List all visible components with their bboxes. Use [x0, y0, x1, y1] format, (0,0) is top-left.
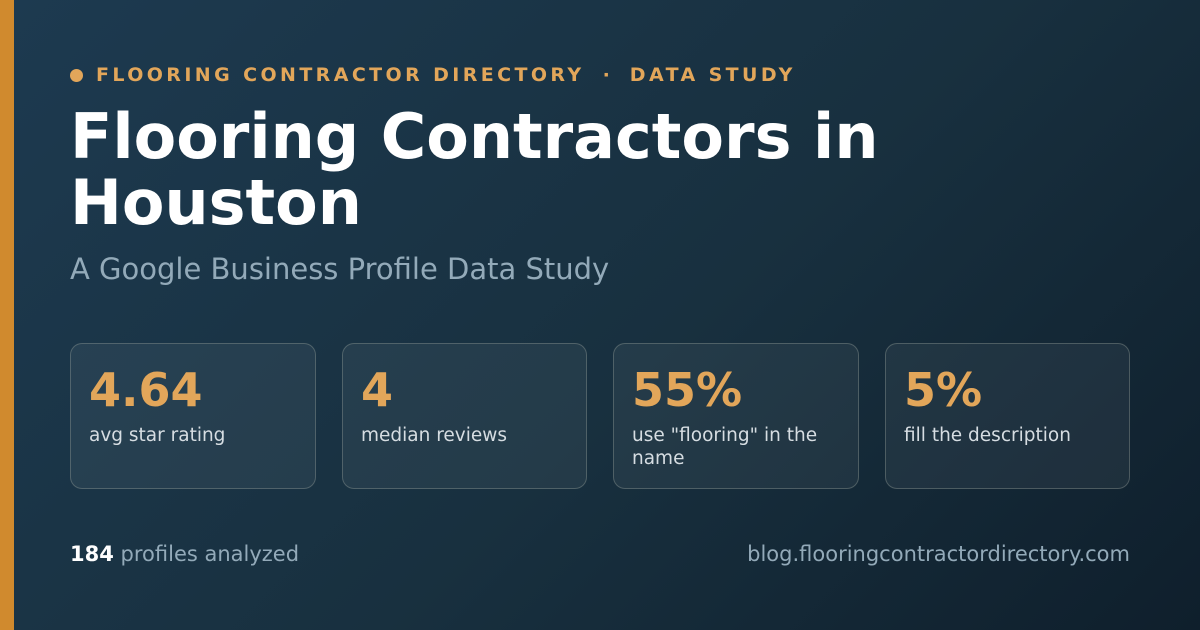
- stat-label: use "flooring" in the name: [632, 425, 818, 469]
- stat-label: median reviews: [361, 425, 508, 446]
- accent-bar: [0, 0, 14, 630]
- page-title: Flooring Contractors in Houston: [70, 100, 879, 239]
- stat-label: fill the description: [904, 425, 1071, 446]
- page-subtitle: A Google Business Profile Data Study: [70, 252, 610, 286]
- profiles-count-label: profiles analyzed: [120, 542, 300, 566]
- stat-value: 5%: [904, 363, 983, 417]
- stat-card-description: 5% fill the description: [885, 343, 1130, 489]
- eyebrow-separator: ·: [602, 64, 610, 86]
- stat-card-name-usage: 55% use "flooring" in the name: [613, 343, 859, 489]
- stat-value: 55%: [632, 363, 743, 417]
- stat-label: avg star rating: [89, 425, 226, 446]
- stat-card-rating: 4.64 avg star rating: [70, 343, 316, 489]
- eyebrow: FLOORING CONTRACTOR DIRECTORY · DATA STU…: [70, 64, 796, 86]
- profiles-count: 184 profiles analyzed: [70, 540, 299, 568]
- blog-url: blog.flooringcontractordirectory.com: [747, 542, 1130, 566]
- stat-card-reviews: 4 median reviews: [342, 343, 587, 489]
- eyebrow-site-label: FLOORING CONTRACTOR DIRECTORY: [96, 64, 585, 86]
- stat-value: 4: [361, 363, 394, 417]
- stat-value: 4.64: [89, 363, 203, 417]
- profiles-count-number: 184: [70, 542, 114, 566]
- bullet-dot-icon: [70, 68, 83, 82]
- eyebrow-type-label: DATA STUDY: [629, 64, 796, 86]
